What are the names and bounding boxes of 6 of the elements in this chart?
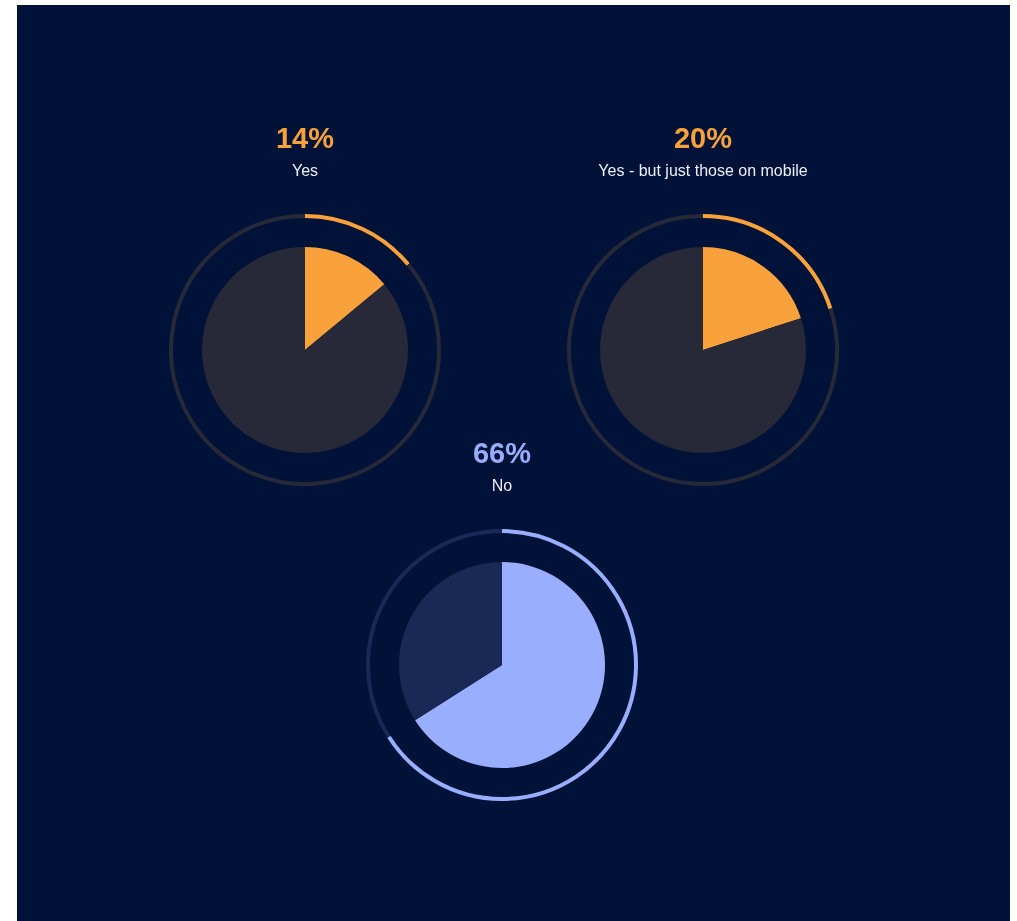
data-label: 66%	[471, 437, 532, 470]
slice-label: Yes	[290, 162, 320, 180]
data-label: 20%	[672, 122, 733, 155]
slice-label: Yes - but just those on mobile	[597, 162, 809, 180]
data-label: 14%	[274, 122, 335, 155]
slice-label: No	[490, 477, 514, 495]
